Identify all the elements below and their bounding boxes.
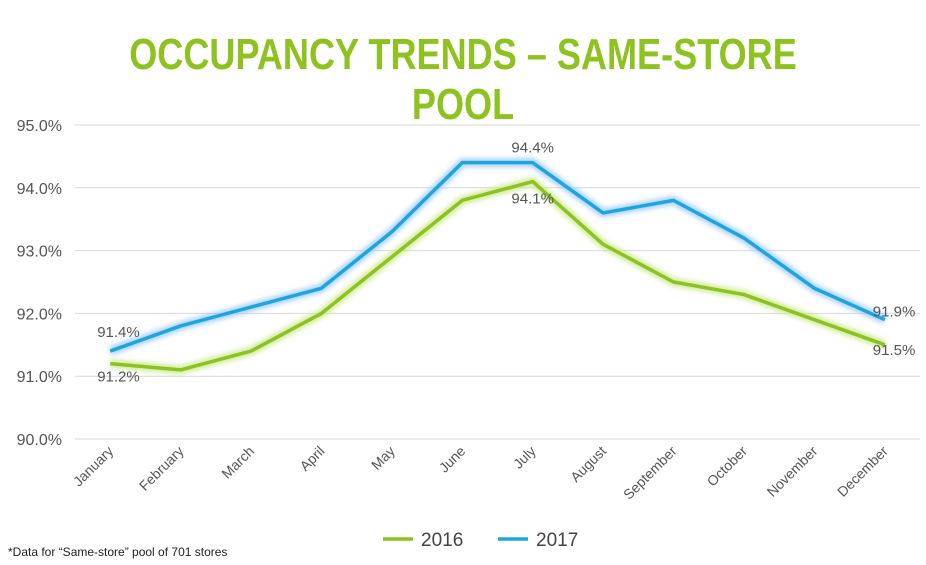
chart-title: OCCUPANCY TRENDS – SAME-STORE POOL <box>129 30 797 129</box>
data-label: 91.4% <box>97 324 140 341</box>
series-line-2017 <box>109 160 886 353</box>
series-glow-2016 <box>109 177 887 375</box>
x-tick-label: August <box>567 443 609 485</box>
x-tick-label: July <box>510 443 539 472</box>
footnote: *Data for “Same-store” pool of 701 store… <box>8 545 228 559</box>
y-tick-label: 90.0% <box>17 432 62 449</box>
y-tick-label: 91.0% <box>17 369 62 386</box>
x-tick-label: October <box>704 443 751 490</box>
data-label: 94.4% <box>511 140 554 157</box>
x-tick-label: January <box>70 443 117 490</box>
legend-label: 2017 <box>536 530 578 551</box>
x-tick-label: November <box>764 443 821 500</box>
x-tick-label: March <box>218 443 257 482</box>
x-tick-label: April <box>296 443 327 474</box>
x-tick-label: June <box>436 443 469 476</box>
y-tick-label: 95.0% <box>17 118 62 135</box>
x-tick-label: December <box>834 443 891 500</box>
x-tick-label: February <box>136 443 187 494</box>
x-tick-label: May <box>368 443 398 473</box>
data-label: 91.2% <box>97 369 140 386</box>
x-tick-label: September <box>620 443 680 503</box>
series-line-2016 <box>110 179 886 372</box>
legend-label: 2016 <box>421 530 463 551</box>
data-label: 91.5% <box>873 342 916 359</box>
y-tick-label: 93.0% <box>17 244 62 261</box>
y-tick-label: 94.0% <box>17 181 62 198</box>
data-label: 91.9% <box>873 304 916 321</box>
y-tick-label: 92.0% <box>17 306 62 323</box>
data-label: 94.1% <box>511 191 554 208</box>
